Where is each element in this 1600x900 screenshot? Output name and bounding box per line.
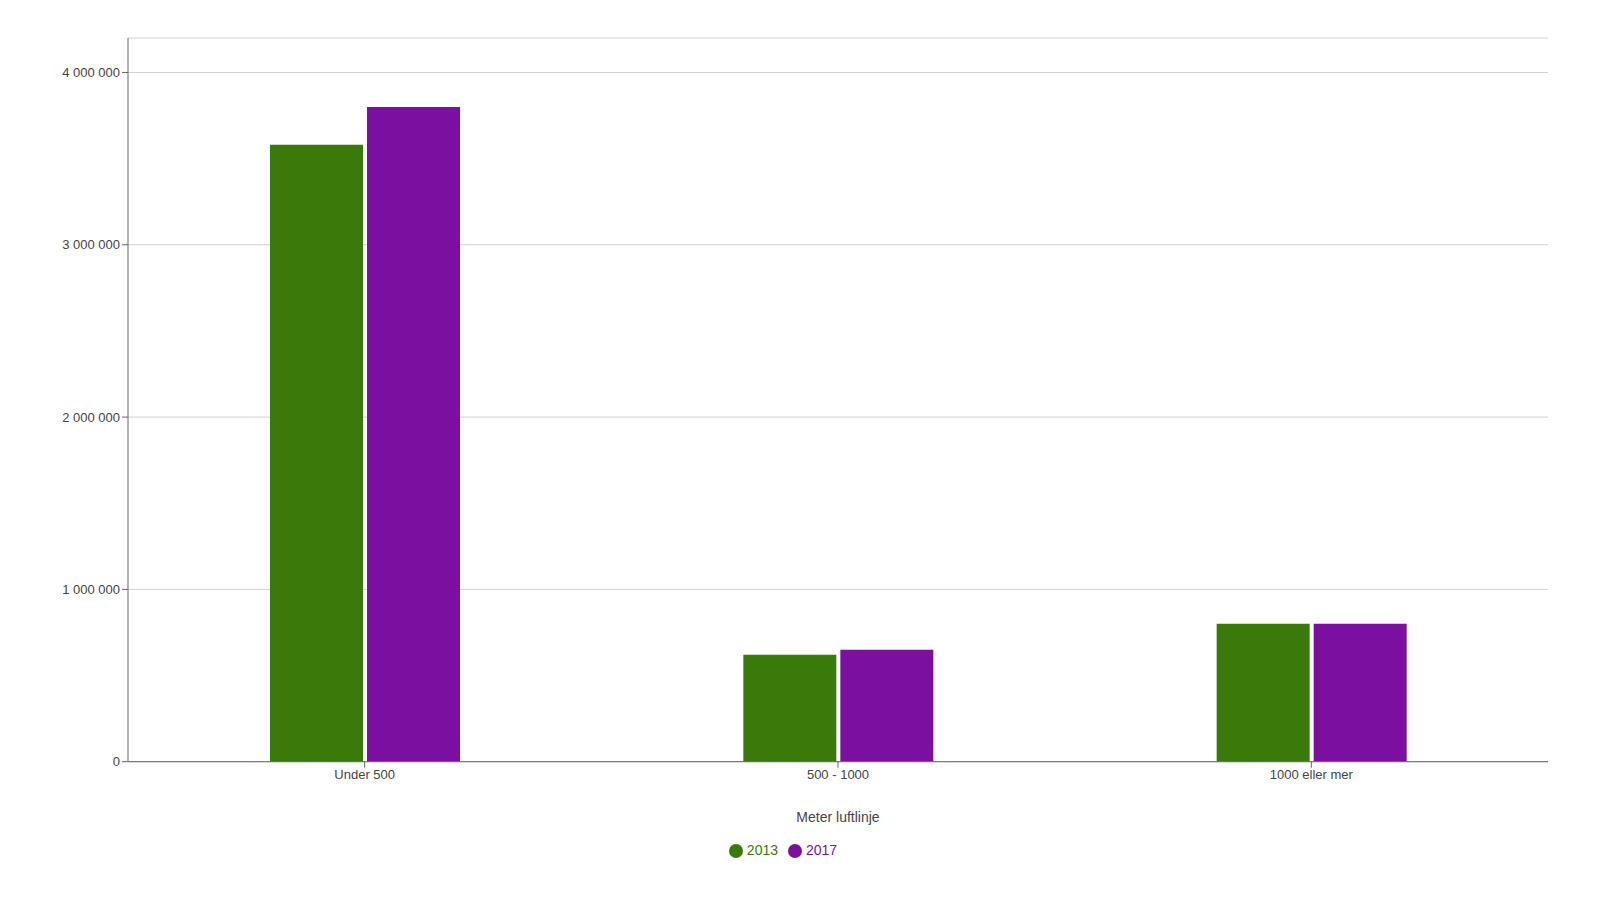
- svg-text:4 000 000: 4 000 000: [62, 65, 120, 80]
- svg-text:0: 0: [113, 754, 120, 769]
- svg-text:Meter luftlinje: Meter luftlinje: [796, 809, 879, 825]
- svg-text:500 - 1000: 500 - 1000: [807, 767, 869, 782]
- html-text:2013: 2013: [746, 841, 778, 858]
- html-text:2017: 2017: [806, 841, 838, 858]
- svg-text:1000 eller mer: 1000 eller mer: [1270, 767, 1354, 782]
- svg-text:Under 500: Under 500: [334, 767, 395, 782]
- svg-text:2 000 000: 2 000 000: [62, 410, 120, 425]
- svg-text:3 000 000: 3 000 000: [62, 237, 120, 252]
- svg-text:1 000 000: 1 000 000: [62, 582, 120, 597]
